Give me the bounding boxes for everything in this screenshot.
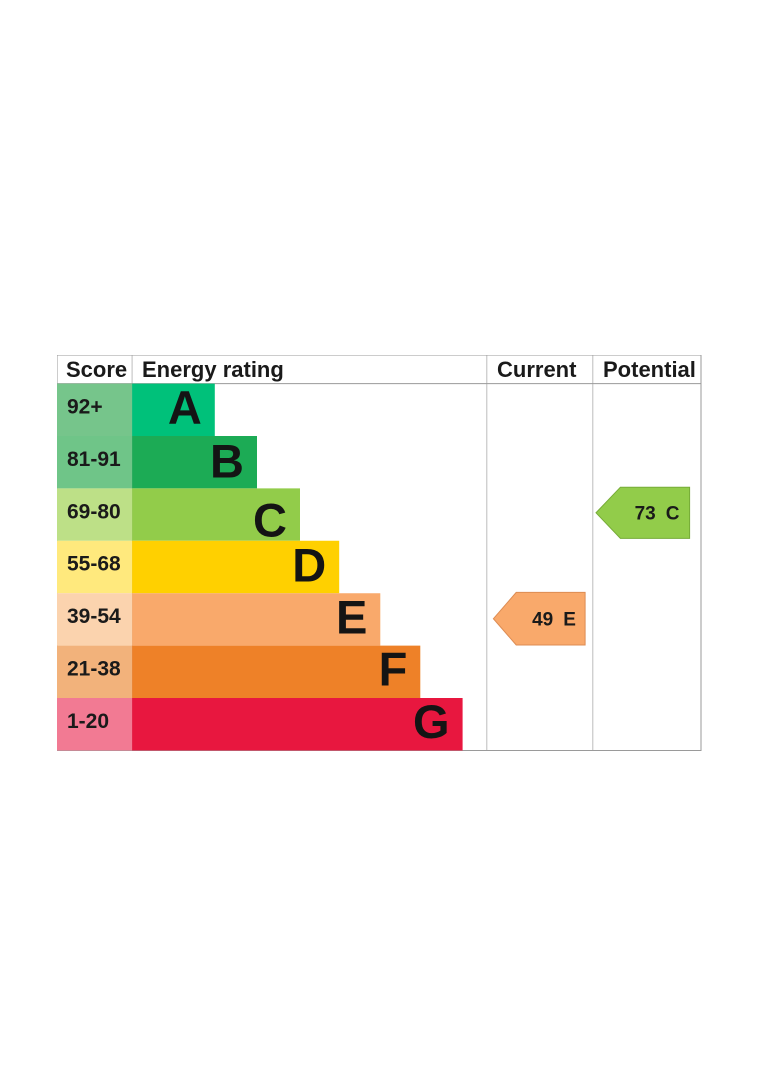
svg-text:Score: Score (66, 357, 127, 382)
svg-text:B: B (210, 435, 244, 488)
svg-text:A: A (168, 381, 202, 434)
svg-text:39-54: 39-54 (67, 605, 121, 628)
svg-text:92+: 92+ (67, 396, 103, 419)
svg-text:C: C (253, 494, 287, 547)
svg-text:Current: Current (497, 357, 577, 382)
svg-text:G: G (413, 695, 450, 748)
svg-text:Potential: Potential (603, 357, 696, 382)
svg-text:21-38: 21-38 (67, 658, 121, 681)
svg-text:Energy rating: Energy rating (142, 357, 284, 382)
svg-text:1-20: 1-20 (67, 710, 109, 733)
svg-text:55-68: 55-68 (67, 553, 121, 576)
svg-text:F: F (379, 642, 408, 695)
svg-text:E: E (336, 590, 367, 643)
svg-text:81-91: 81-91 (67, 448, 121, 471)
svg-text:69-80: 69-80 (67, 500, 121, 523)
svg-text:D: D (292, 538, 326, 591)
